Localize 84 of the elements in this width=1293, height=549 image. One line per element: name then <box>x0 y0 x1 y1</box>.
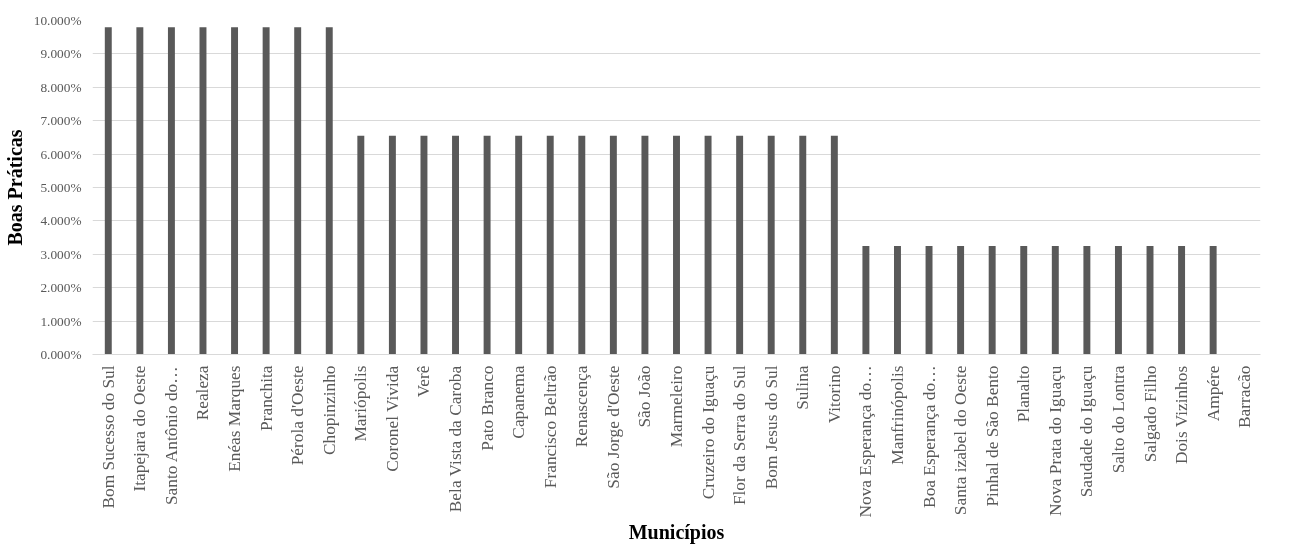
x-tick-label: Planalto <box>1014 365 1034 423</box>
y-tick-label: 9.000% <box>40 46 82 62</box>
bar <box>452 135 459 355</box>
x-tick-label: Bom Jesus do Sul <box>761 365 781 490</box>
y-tick-label: 7.000% <box>40 113 82 129</box>
x-tick-label: Flor da Serra do Sul <box>730 365 750 506</box>
bar <box>294 27 302 355</box>
bar <box>957 245 965 355</box>
x-tick-label: Coronel Vivida <box>382 365 402 472</box>
x-tick-label: Santa izabel do Oeste <box>951 365 971 516</box>
x-axis-title: Municípios <box>628 520 725 544</box>
x-tick-label: São Jorge d'Oeste <box>603 365 623 489</box>
x-tick-label: Cruzeiro do Iguaçu <box>698 365 718 500</box>
bar <box>988 245 996 355</box>
bar <box>325 27 333 355</box>
bar <box>736 135 744 355</box>
bar <box>1178 245 1186 355</box>
bar <box>1051 245 1059 355</box>
bar <box>420 135 428 355</box>
x-tick-label: Capanema <box>509 365 529 439</box>
x-tick-label: Ampére <box>1203 365 1223 422</box>
bar <box>673 135 680 355</box>
x-tick-label: Saudade do Iguaçu <box>1077 365 1097 498</box>
x-tick-label: Enéas Marques <box>225 365 245 472</box>
y-axis-title: Boas Práticas <box>3 129 26 246</box>
bar <box>357 135 365 355</box>
y-tick-label: 5.000% <box>40 180 82 195</box>
x-tick-label: Salgado Filho <box>1140 365 1160 463</box>
x-tick-label: Salto do Lontra <box>1108 365 1128 474</box>
x-tick-label: Boa Esperança do… <box>919 365 939 508</box>
x-tick-label: Sulina <box>793 365 813 410</box>
x-tick-label: Nova Prata do Iguaçu <box>1045 365 1065 517</box>
x-tick-label: Francisco Beltrão <box>540 365 560 489</box>
bar <box>388 135 396 355</box>
x-tick-label: Verê <box>414 365 434 398</box>
x-tick-label: Nova Esperança do… <box>856 365 876 518</box>
x-tick-label: Marmeleiro <box>667 365 686 448</box>
bar <box>609 135 617 355</box>
bar <box>1114 245 1122 355</box>
bar <box>167 27 175 355</box>
bar <box>578 135 586 355</box>
y-tick-label: 1.000% <box>40 313 82 329</box>
bar <box>767 135 775 355</box>
x-tick-label: Bom Sucesso do Sul <box>98 365 118 509</box>
bar <box>894 245 901 355</box>
bar <box>862 245 870 355</box>
x-tick-label: Chopinzinho <box>319 365 339 456</box>
bar <box>641 135 649 355</box>
y-tick-label: 6.000% <box>40 146 82 162</box>
bar <box>799 135 807 355</box>
x-tick-label: Dois Vizinhos <box>1172 365 1192 465</box>
x-tick-label: Renascença <box>572 365 592 448</box>
y-tick-label: 3.000% <box>40 246 82 262</box>
x-tick-label: São João <box>635 365 655 428</box>
y-tick-label: 4.000% <box>40 213 82 229</box>
bar <box>925 245 933 355</box>
bar <box>483 135 491 355</box>
y-tick-label: 8.000% <box>40 79 82 95</box>
x-tick-label: Pato Branco <box>477 365 497 451</box>
bar <box>231 27 239 355</box>
bar <box>1209 245 1217 355</box>
x-tick-label: Pinhal de São Bento <box>982 365 1002 507</box>
x-tick-label: Barracão <box>1235 365 1255 429</box>
x-tick-label: Vitorino <box>824 365 844 424</box>
x-tick-label: Pranchita <box>256 365 276 431</box>
bar <box>262 27 270 355</box>
x-tick-label: Bela Vista da Caroba <box>446 365 466 513</box>
bar <box>1083 245 1091 355</box>
y-tick-label: 10.000% <box>33 13 82 28</box>
bar <box>1020 245 1028 355</box>
x-tick-label: Santo Antônio do… <box>161 366 181 506</box>
x-tick-label: Realeza <box>193 365 213 421</box>
bar <box>136 27 144 355</box>
y-tick-label: 2.000% <box>40 280 82 296</box>
bar <box>546 135 554 355</box>
bar <box>704 135 712 355</box>
bar <box>515 135 523 355</box>
x-tick-label: Itapejara do Oeste <box>130 365 150 492</box>
x-tick-label: Mariópolis <box>351 365 371 442</box>
x-tick-label: Manfrinópolis <box>887 365 907 465</box>
bar <box>830 135 838 355</box>
bar <box>104 27 112 355</box>
y-tick-label: 0.000% <box>40 347 82 362</box>
x-tick-label: Pérola d'Oeste <box>288 365 308 466</box>
